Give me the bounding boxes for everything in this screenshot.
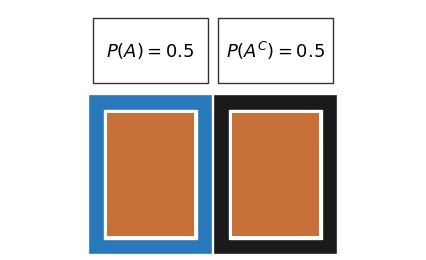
Bar [104, 110, 197, 239]
Text: $P(A) = 0.5$: $P(A) = 0.5$ [106, 41, 195, 61]
FancyBboxPatch shape [93, 18, 208, 83]
Bar [232, 113, 319, 236]
Bar [218, 99, 333, 250]
Bar [229, 110, 322, 239]
FancyBboxPatch shape [218, 18, 333, 83]
Bar [107, 113, 194, 236]
Bar [93, 99, 208, 250]
Text: $P(A^C) = 0.5$: $P(A^C) = 0.5$ [226, 40, 325, 62]
